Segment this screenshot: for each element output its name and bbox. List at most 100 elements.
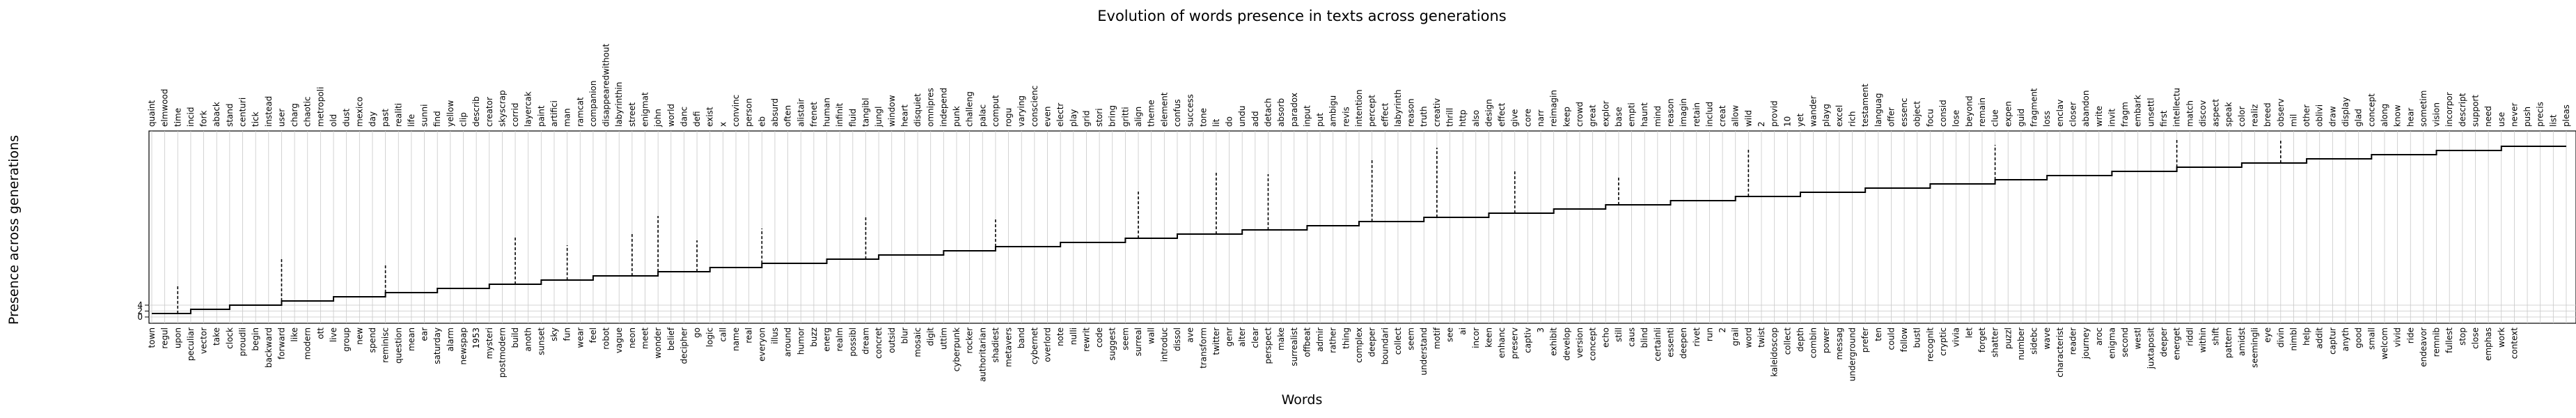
top-tick-label: sunni <box>420 104 430 127</box>
bottom-tick-label: captiv <box>1523 327 1532 353</box>
top-tick-label: descript <box>2458 93 2467 127</box>
top-tick-label: reason <box>1665 98 1675 127</box>
top-tick-label: exist <box>705 107 715 127</box>
bottom-tick-label: remnib <box>2432 327 2442 357</box>
top-tick-label: speak <box>2224 102 2233 127</box>
bottom-tick-label: deeper <box>1367 327 1377 357</box>
bottom-tick-label: call <box>718 327 728 342</box>
bottom-tick-label: feel <box>588 327 598 343</box>
top-tick-label: stand <box>225 103 235 127</box>
top-tick-label: tick <box>251 111 260 127</box>
bottom-tick-label: puzzl <box>2003 327 2013 349</box>
top-tick-label: expen <box>2003 101 2013 127</box>
top-tick-label: old <box>329 114 338 127</box>
top-tick-label: wander <box>1809 95 1819 127</box>
top-tick-label: even <box>1043 107 1053 127</box>
bottom-tick-label: mean <box>407 327 416 351</box>
top-tick-label: companion <box>588 81 598 127</box>
bottom-tick-label: regul <box>160 327 170 349</box>
bottom-tick-label: forward <box>276 327 286 359</box>
top-tick-label: clip <box>458 112 468 127</box>
top-tick-label: abandon <box>2081 91 2091 127</box>
bottom-tick-label: sunset <box>536 327 546 355</box>
top-tick-label: embark <box>2133 95 2143 127</box>
bottom-tick-label: ten <box>1874 327 1883 341</box>
bottom-tick-label: collect <box>1393 327 1403 355</box>
bottom-tick-label: illus <box>770 327 780 344</box>
bottom-tick-label: robot <box>602 327 611 350</box>
top-tick-label: object <box>1913 101 1922 127</box>
bottom-tick-label: cyberpunk <box>952 327 961 371</box>
top-tick-label: reason <box>1406 98 1416 127</box>
top-tick-label: creat <box>1718 105 1727 127</box>
bottom-tick-label: dream <box>861 327 870 355</box>
top-tick-label: centuri <box>238 98 248 127</box>
bottom-tick-label: rocker <box>965 327 975 354</box>
bottom-tick-label: addit <box>2315 327 2325 349</box>
top-tick-label: wild <box>1743 110 1753 127</box>
bottom-tick-label: essenti <box>1665 327 1675 357</box>
bottom-tick-label: thing <box>1341 327 1351 349</box>
bottom-tick-label: still <box>1614 327 1624 342</box>
bottom-tick-label: help <box>2302 327 2311 346</box>
top-tick-label: includ <box>1704 102 1714 127</box>
bottom-tick-label: develop <box>1562 327 1571 361</box>
bottom-tick-label: 1953 <box>471 327 481 349</box>
top-tick-label: provid <box>1770 100 1780 127</box>
top-tick-label: revis <box>1341 107 1351 127</box>
top-tick-label: great <box>1588 104 1598 127</box>
bottom-tick-label: begin <box>251 327 260 351</box>
bottom-tick-label: rather <box>1328 327 1338 353</box>
top-tick-label: empti <box>1627 102 1637 127</box>
top-tick-label: imagin <box>1679 98 1688 127</box>
top-tick-label: list <box>2548 114 2558 127</box>
top-tick-label: window <box>887 95 897 127</box>
bottom-tick-label: recognit <box>1925 327 1935 362</box>
top-tick-label: core <box>1523 109 1532 127</box>
bottom-tick-label: emphas <box>2483 327 2493 361</box>
y-tick-label: 0 <box>137 312 143 322</box>
grid-lines <box>145 131 2576 323</box>
bottom-tick-label: understand <box>1419 327 1429 376</box>
bottom-tick-label: endeavor <box>2419 327 2428 367</box>
top-tick-label: never <box>2509 103 2519 127</box>
plot-area <box>148 130 2576 324</box>
bottom-tick-label: suggest <box>1108 327 1117 361</box>
bottom-tick-label: see <box>1445 327 1455 342</box>
bottom-tick-label: go <box>692 327 702 338</box>
y-tick-labels: 024 <box>137 300 143 322</box>
bottom-tick-label: westl <box>2133 327 2143 350</box>
top-tick-label: languag <box>1874 93 1883 127</box>
bottom-tick-label: number <box>2016 327 2026 360</box>
top-tick-label: 10 <box>1782 116 1792 127</box>
bottom-tick-label: neon <box>627 327 637 348</box>
bottom-tick-label: spend <box>368 327 377 353</box>
top-tick-label: loss <box>2042 111 2052 127</box>
top-tick-label: day <box>368 111 377 127</box>
bottom-tick-label: overlord <box>1043 327 1053 362</box>
top-tick-label: offer <box>1886 107 1896 127</box>
bottom-tick-label: build <box>510 327 520 348</box>
top-tick-label: vision <box>2432 102 2442 127</box>
top-tick-label: artifici <box>549 100 559 127</box>
top-tick-label: disquiet <box>913 93 922 127</box>
bottom-tick-label: shift <box>2211 327 2221 346</box>
bottom-tick-label: power <box>1821 327 1831 353</box>
bottom-tick-label: upon <box>173 327 182 348</box>
top-tick-label: realiti <box>393 103 403 127</box>
top-tick-label: essenc <box>1899 98 1909 127</box>
bottom-tick-label: digit <box>926 327 936 346</box>
top-tick-label: theme <box>1147 100 1156 127</box>
bottom-tick-label: pattern <box>2224 327 2233 358</box>
bottom-tick-label: real <box>744 327 754 343</box>
bottom-tick-label: wave <box>2042 327 2052 350</box>
bottom-tick-label: collect <box>1782 327 1792 355</box>
top-tick-label: conscienc <box>1030 86 1039 127</box>
top-tick-label: detach <box>1263 98 1273 127</box>
bottom-tick-label: preserv <box>1510 327 1520 359</box>
top-tick-label: fragm <box>2120 102 2130 127</box>
top-tick-label: discov <box>2198 100 2208 127</box>
top-tick-label: man <box>563 108 572 127</box>
top-tick-label: skyscrap <box>497 90 507 127</box>
top-tick-label: give <box>1510 109 1520 127</box>
